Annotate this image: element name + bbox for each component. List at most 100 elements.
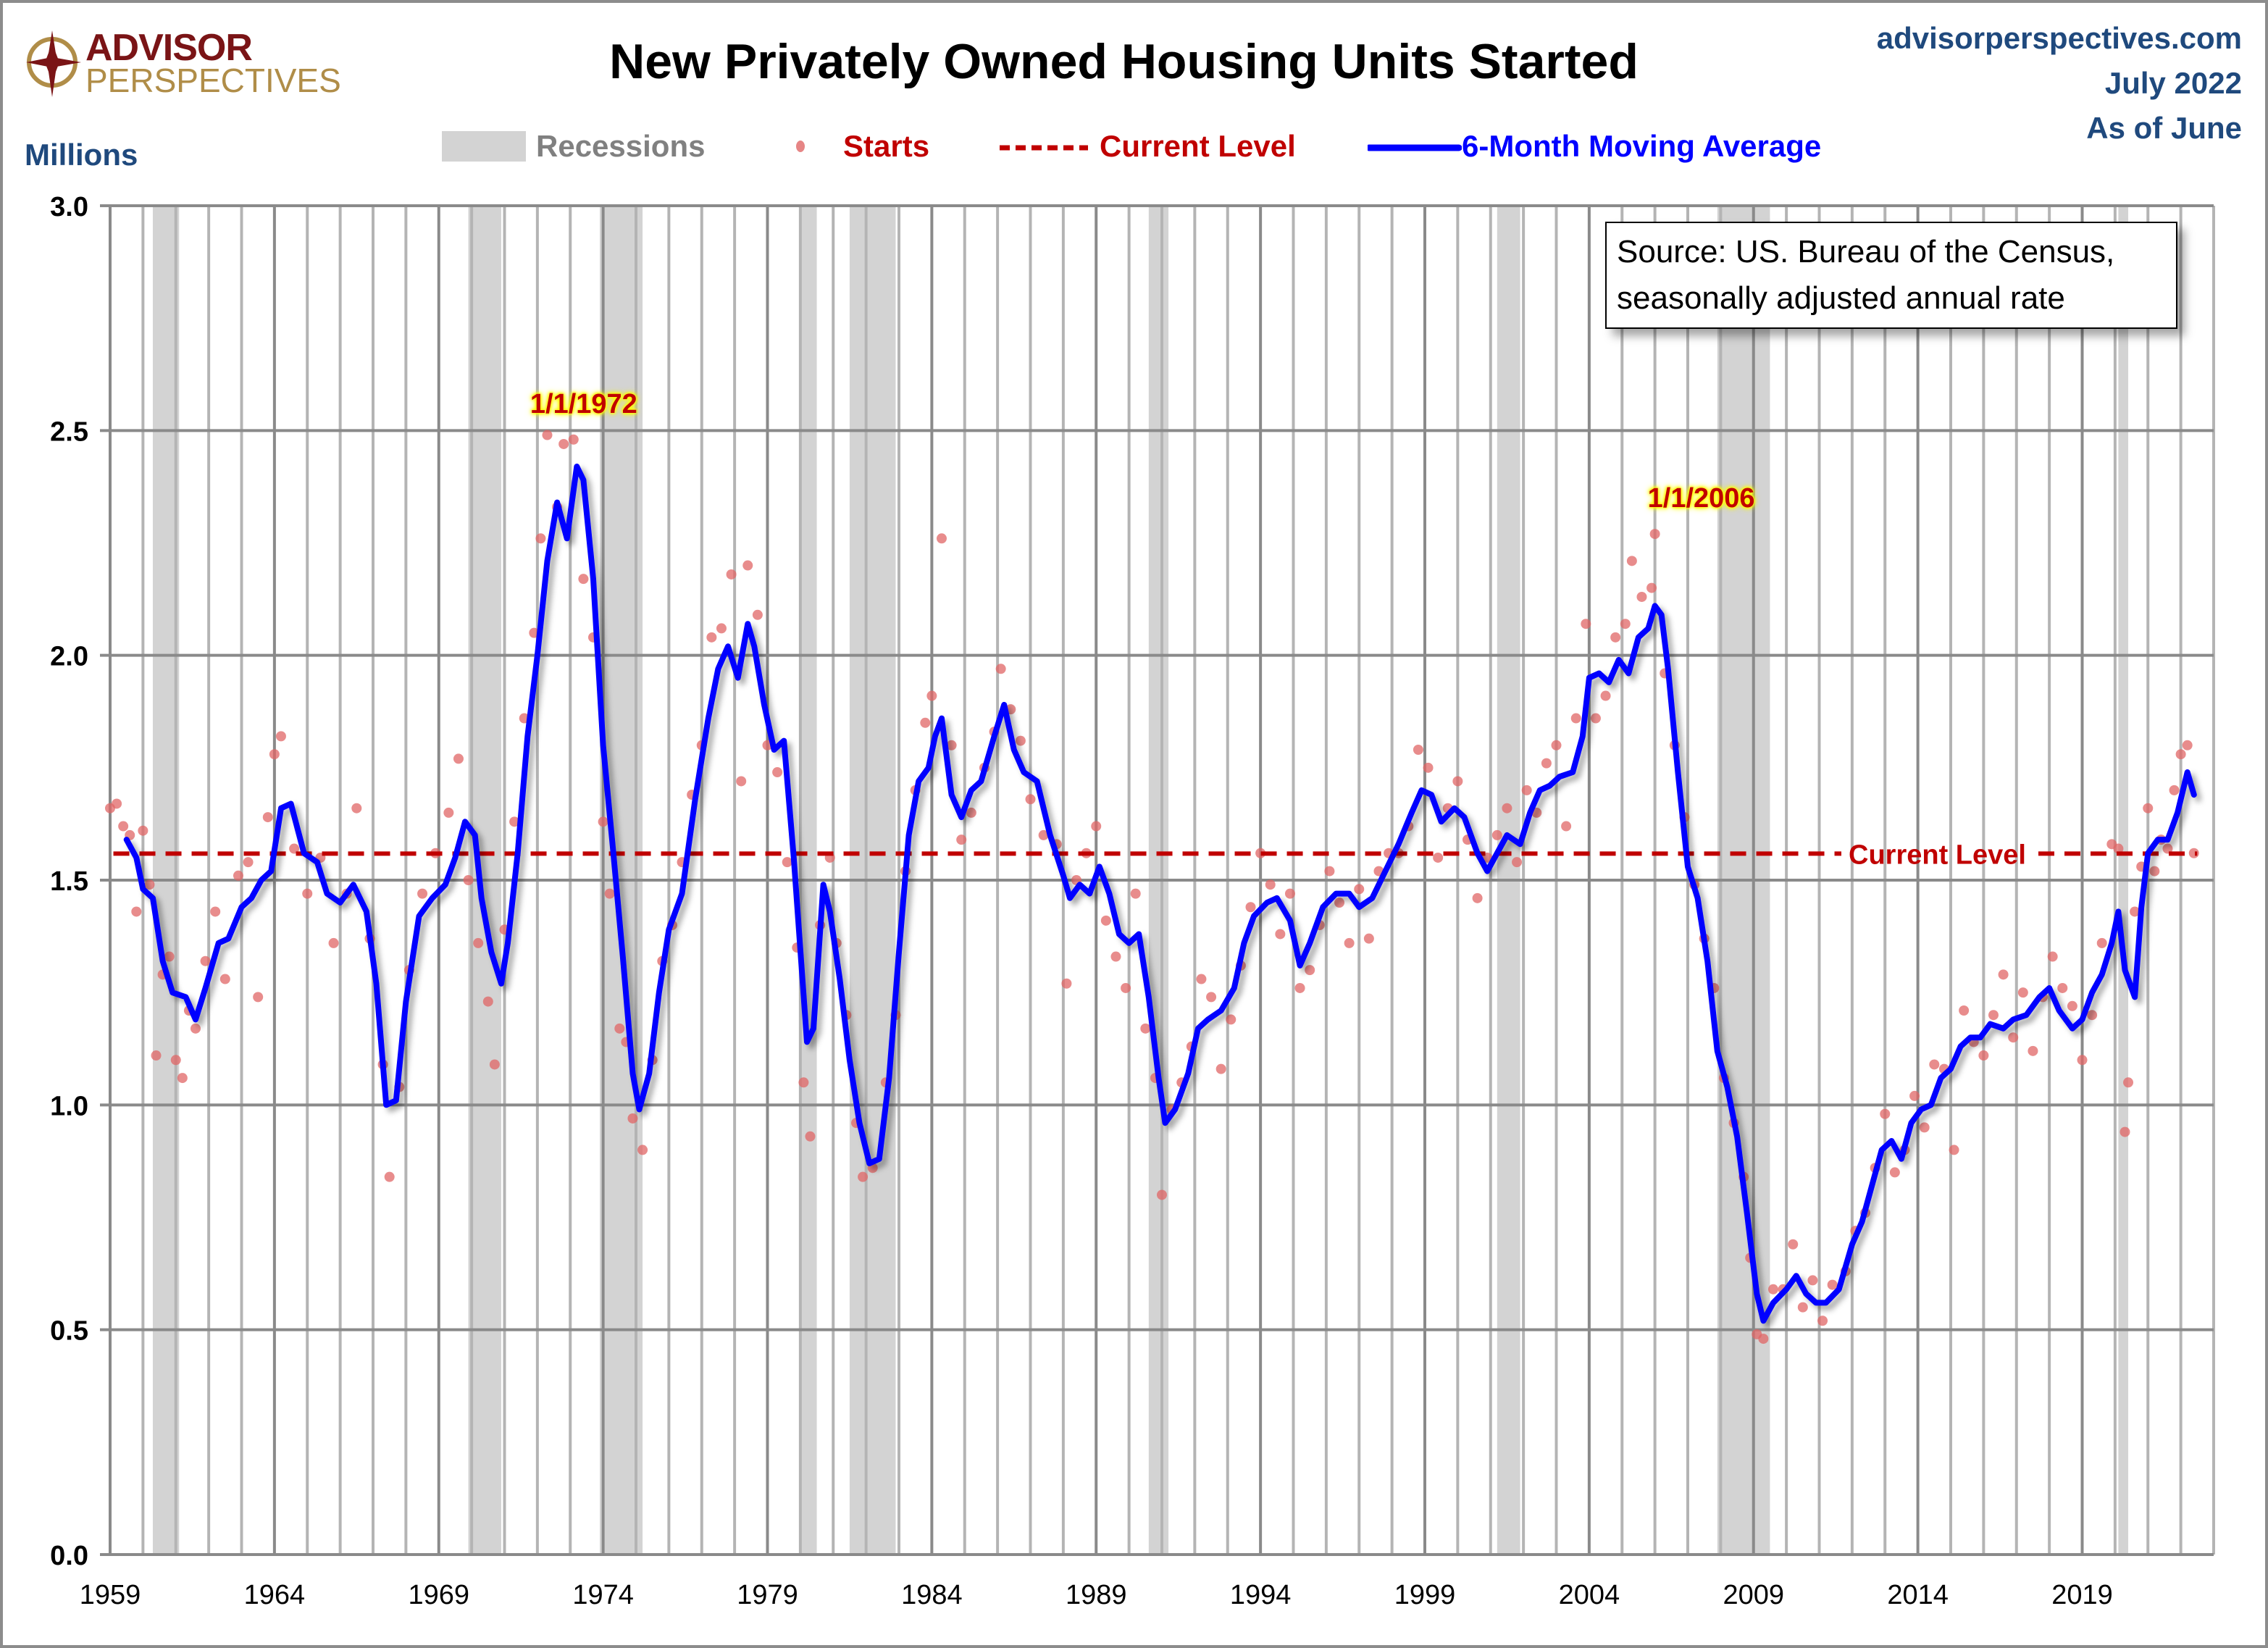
starts-point — [302, 888, 313, 899]
y-tick-label: 0.5 — [50, 1316, 88, 1347]
starts-point — [1245, 902, 1256, 913]
starts-point — [1610, 632, 1621, 643]
starts-marker-icon — [796, 141, 805, 152]
starts-point — [1998, 969, 2009, 980]
starts-point — [1038, 829, 1049, 840]
x-tick-label: 1984 — [901, 1580, 963, 1610]
chart-title: New Privately Owned Housing Units Starte… — [0, 33, 2268, 90]
starts-point — [946, 740, 957, 750]
site-url: advisorperspectives.com — [1876, 21, 2242, 55]
starts-point — [1880, 1108, 1891, 1119]
starts-point — [1929, 1059, 1940, 1070]
y-axis-unit-label: Millions — [25, 138, 138, 172]
starts-point — [269, 749, 280, 760]
dashed-line-icon — [1000, 145, 1088, 151]
starts-point — [1433, 852, 1444, 863]
starts-point — [1206, 992, 1217, 1003]
starts-point — [219, 974, 230, 984]
starts-point — [742, 560, 753, 571]
starts-point — [726, 569, 737, 580]
starts-point — [1620, 619, 1631, 629]
starts-point — [736, 776, 747, 787]
starts-point — [1581, 619, 1591, 629]
x-tick-label: 1974 — [572, 1580, 634, 1610]
starts-point — [1140, 1023, 1151, 1034]
peak-annotation-2006: 1/1/2006 — [1647, 483, 1755, 514]
starts-point — [578, 574, 589, 585]
moving-average-series — [123, 464, 2197, 1324]
legend-item-starts: Starts — [790, 129, 929, 164]
chart-title-text: New Privately Owned Housing Units Starte… — [609, 34, 1639, 89]
starts-point — [243, 857, 254, 868]
starts-point — [1541, 758, 1552, 769]
starts-point — [995, 664, 1006, 674]
legend-item-moving-average: 6-Month Moving Average — [1368, 129, 1821, 164]
starts-point — [1091, 821, 1102, 832]
publish-date: July 2022 — [2104, 66, 2242, 100]
starts-point — [2028, 1045, 2038, 1056]
starts-point — [966, 807, 976, 818]
starts-point — [2162, 843, 2173, 854]
starts-point — [716, 623, 727, 634]
legend-label-current-level: Current Level — [1100, 129, 1296, 163]
starts-point — [2017, 987, 2028, 998]
y-tick-label: 2.0 — [50, 642, 88, 672]
starts-point — [1196, 974, 1207, 984]
x-tick-label: 2019 — [2051, 1580, 2113, 1610]
starts-point — [2087, 1010, 2098, 1021]
starts-point — [805, 1131, 816, 1142]
recession-swatch — [442, 131, 526, 162]
x-tick-label: 1964 — [244, 1580, 306, 1610]
legend: Recessions Starts Current Level 6-Month … — [0, 129, 2268, 172]
starts-point — [2113, 843, 2124, 854]
starts-point — [1978, 1050, 1989, 1061]
current-level-series: Current Level — [113, 840, 2198, 870]
starts-point — [2182, 740, 2193, 750]
logo-line2: PERSPECTIVES — [85, 62, 341, 99]
starts-point — [1130, 888, 1141, 899]
starts-point — [614, 1023, 625, 1034]
starts-point — [151, 1050, 162, 1061]
starts-point — [1988, 1010, 1999, 1021]
starts-point — [1226, 1014, 1236, 1025]
starts-point — [200, 955, 211, 966]
source-note: Source: US. Bureau of the Census, season… — [1605, 222, 2177, 329]
y-axis-ticks: 0.0 0.5 1.0 1.5 2.0 2.5 3.0 — [50, 192, 88, 1571]
y-tick-label: 0.0 — [50, 1541, 88, 1571]
starts-point — [1354, 884, 1365, 895]
starts-point — [1797, 1302, 1808, 1313]
x-tick-label: 2009 — [1723, 1580, 1784, 1610]
starts-point — [1215, 1063, 1226, 1074]
starts-point — [706, 632, 717, 643]
starts-point — [1551, 740, 1562, 750]
starts-point — [170, 1055, 181, 1066]
starts-point — [262, 812, 273, 823]
starts-point — [190, 1023, 201, 1034]
starts-point — [1491, 829, 1502, 840]
starts-point — [2169, 785, 2180, 795]
starts-point — [782, 857, 792, 868]
x-tick-label: 1979 — [737, 1580, 798, 1610]
starts-point — [1452, 776, 1463, 787]
legend-item-recessions: Recessions — [442, 129, 705, 164]
y-tick-label: 2.5 — [50, 417, 88, 447]
logo-line1: ADVISOR — [85, 27, 253, 69]
starts-point — [1767, 1284, 1778, 1294]
compass-icon — [26, 30, 81, 97]
starts-point — [1363, 933, 1374, 944]
starts-point — [1636, 591, 1647, 602]
starts-point — [1649, 529, 1660, 540]
x-tick-label: 1994 — [1230, 1580, 1292, 1610]
starts-point — [956, 835, 967, 845]
current-level-label: Current Level — [1849, 840, 2026, 870]
starts-point — [2123, 1077, 2134, 1088]
starts-point — [1423, 762, 1434, 773]
starts-point — [233, 870, 243, 881]
starts-point — [1275, 929, 1286, 940]
starts-point — [144, 879, 155, 890]
starts-point — [1521, 785, 1532, 795]
starts-point — [1157, 1189, 1167, 1200]
y-tick-label: 1.5 — [50, 866, 88, 897]
starts-point — [1788, 1239, 1799, 1250]
